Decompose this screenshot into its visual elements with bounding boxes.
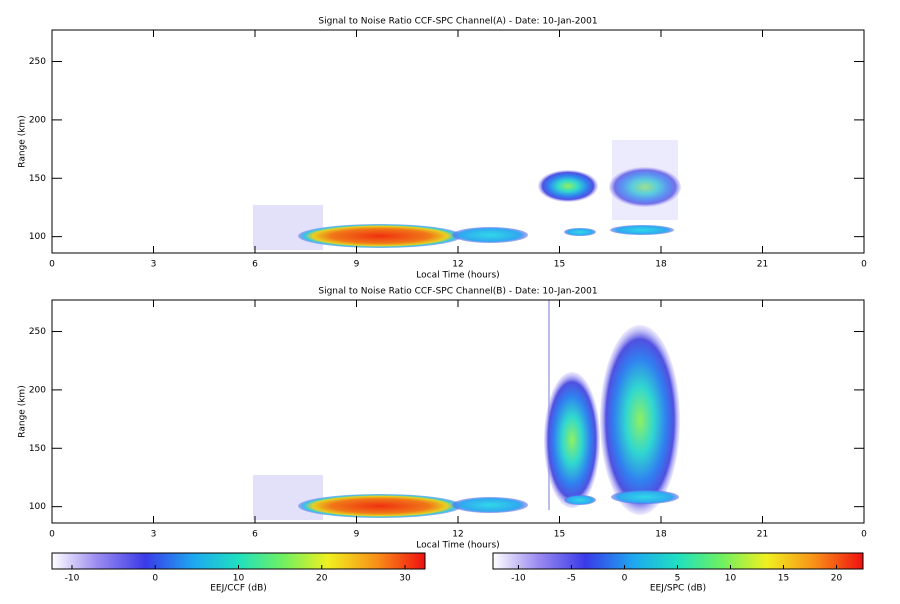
x-tick-label: 0	[49, 260, 55, 270]
x-tick-label: 0	[861, 530, 867, 540]
colorbar-label: EEJ/SPC (dB)	[650, 584, 706, 594]
colorbar-tick-label: 20	[831, 574, 843, 584]
colorbar-tick-label: 0	[152, 574, 158, 584]
intensity-field	[253, 140, 681, 250]
y-tick-label: 150	[29, 444, 46, 454]
x-tick-label: 0	[861, 260, 867, 270]
colorbar-tick-label: 10	[725, 574, 737, 584]
y-tick-label: 100	[29, 502, 46, 512]
colorbar-tick-label: 10	[233, 574, 245, 584]
y-axis-label: Range (km)	[18, 115, 28, 167]
colorbar-tick-label: -10	[511, 574, 526, 584]
x-tick-label: 3	[151, 530, 157, 540]
x-tick-label: 15	[554, 530, 565, 540]
x-tick-label: 15	[554, 260, 565, 270]
y-tick-label: 250	[29, 57, 46, 67]
y-tick-label: 150	[29, 174, 46, 184]
x-axis-label: Local Time (hours)	[416, 271, 499, 281]
chart-title: Signal to Noise Ratio CCF-SPC Channel(A)…	[318, 17, 597, 27]
x-tick-label: 21	[757, 260, 768, 270]
x-tick-label: 0	[49, 530, 55, 540]
chart-title: Signal to Noise Ratio CCF-SPC Channel(B)…	[318, 287, 597, 297]
y-tick-label: 200	[29, 115, 46, 125]
colorbar-tick-label: 5	[675, 574, 681, 584]
x-tick-label: 12	[452, 530, 463, 540]
plot-frame	[51, 299, 865, 524]
colorbar-tick-label: 30	[399, 574, 411, 584]
intensity-field	[253, 300, 680, 520]
y-tick-label: 200	[29, 385, 46, 395]
x-tick-label: 3	[151, 260, 157, 270]
colorbar-label: EEJ/CCF (dB)	[210, 584, 267, 594]
x-tick-label: 18	[655, 260, 667, 270]
plot-frame	[51, 29, 865, 254]
y-tick-label: 250	[29, 327, 46, 337]
x-tick-label: 21	[757, 530, 768, 540]
y-tick-label: 100	[29, 232, 46, 242]
x-tick-label: 12	[452, 260, 463, 270]
x-tick-label: 6	[252, 260, 258, 270]
x-tick-label: 6	[252, 530, 258, 540]
x-tick-label: 9	[354, 260, 360, 270]
x-axis-label: Local Time (hours)	[416, 541, 499, 551]
colorbar-tick-label: 15	[778, 574, 789, 584]
x-tick-label: 9	[354, 530, 360, 540]
x-tick-label: 18	[655, 530, 667, 540]
colorbar-tick-label: 0	[622, 574, 628, 584]
colorbar-tick-label: -5	[567, 574, 576, 584]
y-axis-label: Range (km)	[18, 385, 28, 437]
colorbar-tick-label: 20	[316, 574, 328, 584]
colorbar-tick-label: -10	[65, 574, 80, 584]
colorbar	[492, 552, 864, 570]
